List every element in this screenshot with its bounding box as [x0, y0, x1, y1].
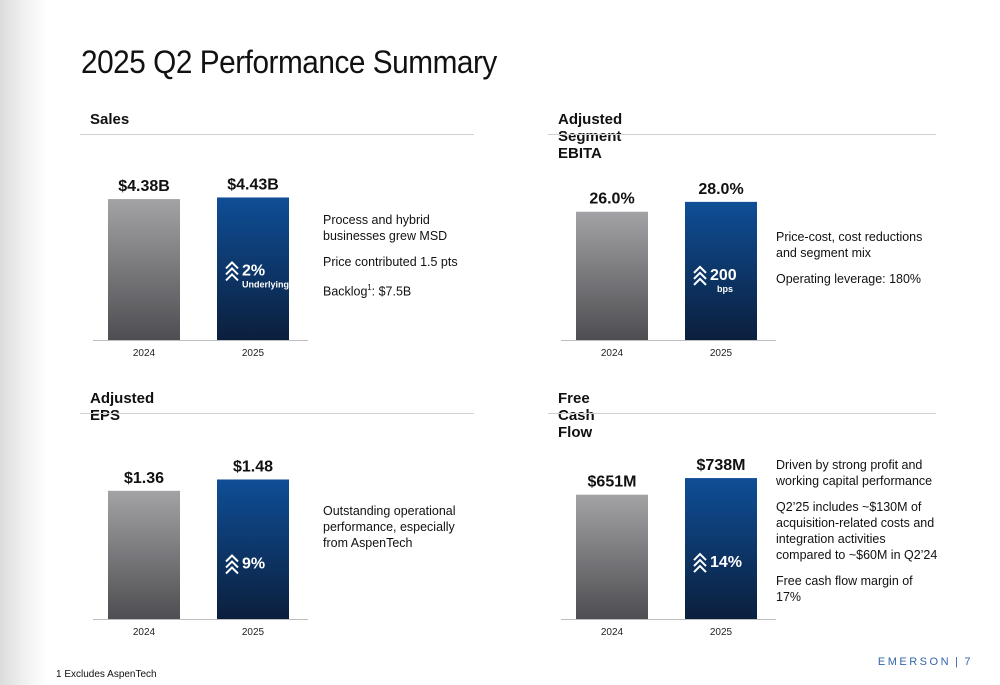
fcf-chart: $651M 2024 $738M 2025 14% [561, 457, 776, 638]
brand-footer: EMERSON | 7 [878, 656, 973, 668]
ebita-tick-label-2024: 2024 [601, 348, 624, 359]
fcf-note-1: Driven by strong profit and working capi… [776, 457, 933, 488]
ebita-growth-value: 200 [710, 267, 737, 284]
eps-notes: Outstanding operational performance, esp… [323, 503, 467, 561]
double-chevron-up-icon [693, 552, 707, 573]
eps-heading-rule [80, 413, 474, 414]
ebita-bar-2024 [576, 211, 648, 340]
fcf-bar-2024 [576, 494, 648, 619]
brand-name: EMERSON [877, 656, 952, 668]
ebita-data-label-2025: 28.0% [698, 181, 743, 198]
sales-tick-label-2025: 2025 [242, 348, 265, 359]
sales-growth-value: 2% [242, 262, 265, 279]
footnote: 1 Excludes AspenTech [56, 669, 157, 680]
sales-note-3: Backlog1: $7.5B [323, 280, 467, 299]
fcf-heading-rule [548, 413, 936, 414]
ebita-growth-sub-label: bps [717, 284, 733, 294]
sales-bar-2024 [108, 199, 180, 340]
double-chevron-up-icon [225, 261, 239, 282]
fcf-notes: Driven by strong profit and working capi… [776, 457, 939, 615]
sales-note-3-text: Backlog [323, 283, 368, 299]
sales-note-2: Price contributed 1.5 pts [323, 254, 458, 269]
fcf-note-2: Q2’25 includes ~$130M of acquisition-rel… [776, 499, 938, 562]
ebita-note-2: Operating leverage: 180% [776, 271, 922, 286]
ebita-data-label-2024: 26.0% [589, 191, 634, 208]
ebita-heading-rule [548, 134, 936, 135]
sales-note-3-superscript: 1 [367, 283, 372, 292]
sales-chart: $4.38B 2024 $4.43B 2025 2%Underlying [93, 176, 308, 359]
eps-bar-2024 [108, 490, 180, 619]
eps-data-label-2025: $1.48 [233, 458, 273, 475]
page-number: 7 [964, 656, 973, 668]
sales-heading: Sales [90, 111, 130, 128]
fcf-bar-2025 [685, 478, 757, 619]
ebita-tick-label-2025: 2025 [710, 348, 733, 359]
double-chevron-up-icon [225, 554, 239, 575]
fcf-data-label-2025: $738M [697, 457, 746, 474]
double-chevron-up-icon [693, 265, 707, 286]
fcf-tick-label-2025: 2025 [710, 627, 733, 638]
brand-separator: | [955, 656, 961, 668]
sales-growth-sub-label: Underlying [242, 279, 289, 289]
sales-note-3-value: : $7.5B [371, 283, 412, 299]
fcf-note-3: Free cash flow margin of 17% [776, 573, 913, 604]
page-title: 2025 Q2 Performance Summary [81, 44, 497, 80]
fcf-heading: Free Cash Flow [558, 390, 595, 441]
eps-tick-label-2024: 2024 [133, 627, 156, 638]
eps-note-1: Outstanding operational performance, esp… [323, 503, 456, 550]
eps-bar-2025 [217, 479, 289, 619]
fcf-tick-label-2024: 2024 [601, 627, 624, 638]
sales-data-label-2025: $4.43B [227, 176, 279, 193]
sales-heading-rule [80, 134, 474, 135]
sales-tick-label-2024: 2024 [133, 348, 156, 359]
eps-heading: Adjusted EPS [90, 390, 155, 424]
eps-data-label-2024: $1.36 [124, 470, 164, 487]
sales-note-1: Process and hybrid businesses grew MSD [323, 212, 448, 243]
fcf-data-label-2024: $651M [588, 474, 637, 491]
eps-growth-value: 9% [242, 555, 265, 572]
ebita-heading: Adjusted Segment EBITA [558, 111, 623, 162]
eps-tick-label-2025: 2025 [242, 627, 265, 638]
sales-bar-2025 [217, 197, 289, 340]
eps-chart: $1.36 2024 $1.48 2025 9% [93, 458, 308, 638]
ebita-notes: Price-cost, cost reductions and segment … [776, 229, 930, 297]
sales-data-label-2024: $4.38B [118, 178, 170, 195]
sales-notes: Process and hybrid businesses grew MSD P… [323, 212, 467, 309]
fcf-growth-value: 14% [710, 554, 742, 571]
ebita-note-1: Price-cost, cost reductions and segment … [776, 229, 923, 260]
left-edge-shadow [0, 0, 48, 685]
